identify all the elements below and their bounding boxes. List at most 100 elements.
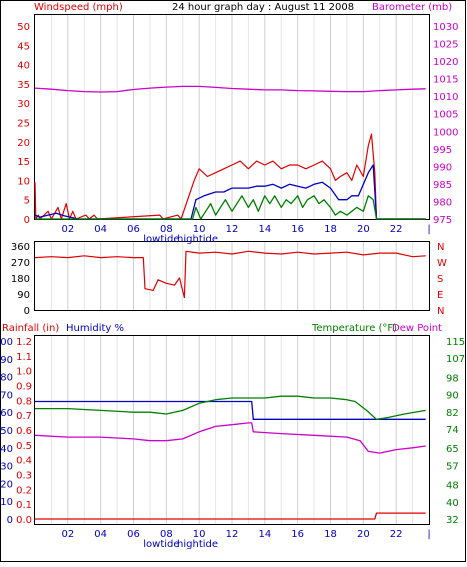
x-tick-label: 18 bbox=[324, 529, 337, 540]
wind-y-tick: 10 bbox=[17, 176, 30, 187]
series-wind-direction bbox=[34, 250, 426, 299]
hightide-label: hightide bbox=[177, 539, 218, 550]
rain-y-tick: 0.9 bbox=[16, 382, 32, 393]
temperature-y-tick: 32 bbox=[446, 515, 459, 526]
wind-y-tick: 0 bbox=[24, 215, 30, 226]
rain-y-tick: 0.5 bbox=[16, 441, 32, 452]
rain-y-tick: 1.0 bbox=[16, 367, 32, 378]
x-tick-label: 02 bbox=[61, 529, 74, 540]
barometer-y-tick: 1020 bbox=[433, 57, 458, 68]
x-tick-label: 16 bbox=[291, 224, 304, 235]
series-temperature bbox=[35, 395, 426, 420]
direction-y-tick: 270 bbox=[11, 258, 30, 269]
windspeed-axis-title: Windspeed (mph) bbox=[34, 2, 123, 13]
barometer-y-tick: 1010 bbox=[433, 92, 458, 103]
temperature-y-tick: 40 bbox=[446, 498, 459, 509]
humidity-y-tick: 10 bbox=[0, 497, 13, 508]
direction-y-tick: 0 bbox=[24, 306, 30, 317]
barometer-y-tick: 975 bbox=[433, 215, 452, 226]
barometer-y-tick: 1025 bbox=[433, 40, 458, 51]
temperature-y-tick: 82 bbox=[446, 408, 459, 419]
series-wind-gust bbox=[34, 133, 426, 220]
humidity-y-tick: 80 bbox=[0, 373, 13, 384]
x-tick-label: 04 bbox=[94, 529, 107, 540]
direction-letter: W bbox=[437, 258, 447, 269]
wind-y-tick: 15 bbox=[17, 157, 30, 168]
direction-y-tick: 90 bbox=[17, 290, 30, 301]
x-tick-label: 08 bbox=[160, 529, 173, 540]
x-tick-label: | bbox=[427, 529, 430, 540]
series-layer bbox=[34, 85, 426, 520]
wind-y-tick: 30 bbox=[17, 99, 30, 110]
humidity-y-tick: 0 bbox=[7, 515, 13, 526]
dewpoint-axis-title: Dew Point bbox=[392, 323, 442, 334]
x-tick-label: 22 bbox=[390, 529, 403, 540]
humidity-y-tick: 100 bbox=[0, 337, 13, 348]
wind-y-tick: 50 bbox=[17, 22, 30, 33]
direction-letter: E bbox=[437, 290, 443, 301]
x-tick-label: 20 bbox=[357, 529, 370, 540]
rain-y-tick: 0.6 bbox=[16, 426, 32, 437]
direction-letter: S bbox=[437, 274, 443, 285]
series-rainfall bbox=[35, 512, 426, 520]
rain-y-tick: 0.3 bbox=[16, 471, 32, 482]
temperature-y-tick: 90 bbox=[446, 391, 459, 402]
x-tick-label: 22 bbox=[390, 224, 403, 235]
rain-y-tick: 1.1 bbox=[16, 352, 32, 363]
wind-y-tick: 25 bbox=[17, 119, 30, 130]
rain-y-tick: 1.2 bbox=[16, 337, 32, 348]
series-wind-average bbox=[34, 164, 426, 220]
lowtide-label: lowtide bbox=[143, 539, 179, 550]
x-tick-label: 14 bbox=[258, 529, 271, 540]
x-tick-label: 12 bbox=[226, 224, 239, 235]
series-humidity bbox=[35, 400, 426, 420]
humidity-y-tick: 30 bbox=[0, 462, 13, 473]
direction-letter: N bbox=[437, 242, 444, 253]
humidity-y-tick: 40 bbox=[0, 444, 13, 455]
axis-labels: 0510152025303540455097598098599099510001… bbox=[0, 22, 465, 550]
x-tick-label: 06 bbox=[127, 224, 140, 235]
barometer-y-tick: 995 bbox=[433, 145, 452, 156]
direction-y-tick: 360 bbox=[11, 242, 30, 253]
humidity-y-tick: 20 bbox=[0, 479, 13, 490]
rain-y-tick: 0.0 bbox=[16, 515, 32, 526]
x-tick-label: 16 bbox=[291, 529, 304, 540]
rain-y-tick: 0.2 bbox=[16, 485, 32, 496]
rain-y-tick: 0.1 bbox=[16, 500, 32, 511]
barometer-axis-title: Barometer (mb) bbox=[372, 2, 452, 13]
lowtide-label: lowtide bbox=[143, 234, 179, 245]
x-tick-label: 18 bbox=[324, 224, 337, 235]
temperature-y-tick: 107 bbox=[446, 354, 465, 365]
barometer-y-tick: 1005 bbox=[433, 110, 458, 121]
rain-y-tick: 0.7 bbox=[16, 411, 32, 422]
humidity-axis-title: Humidity % bbox=[66, 323, 124, 334]
humidity-y-tick: 90 bbox=[0, 355, 13, 366]
temperature-y-tick: 115 bbox=[446, 337, 465, 348]
temperature-y-tick: 98 bbox=[446, 373, 459, 384]
rain-y-tick: 0.8 bbox=[16, 396, 32, 407]
x-tick-label: 08 bbox=[160, 224, 173, 235]
barometer-y-tick: 985 bbox=[433, 180, 452, 191]
temperature-y-tick: 65 bbox=[446, 444, 459, 455]
series-wind-low bbox=[35, 195, 426, 220]
barometer-y-tick: 1030 bbox=[433, 22, 458, 33]
x-tick-label: 20 bbox=[357, 224, 370, 235]
barometer-y-tick: 1000 bbox=[433, 127, 458, 138]
wind-y-tick: 5 bbox=[24, 196, 30, 207]
barometer-y-tick: 980 bbox=[433, 197, 452, 208]
barometer-y-tick: 990 bbox=[433, 162, 452, 173]
wind-y-tick: 35 bbox=[17, 80, 30, 91]
humidity-y-tick: 50 bbox=[0, 426, 13, 437]
x-tick-label: 02 bbox=[61, 224, 74, 235]
series-barometer bbox=[34, 85, 426, 93]
chart-title: 24 hour graph day : August 11 2008 bbox=[172, 2, 354, 13]
x-tick-label: | bbox=[427, 224, 430, 235]
hightide-label: hightide bbox=[177, 234, 218, 245]
x-tick-label: 06 bbox=[127, 529, 140, 540]
temperature-axis-title: Temperature (°F) bbox=[311, 323, 397, 334]
wind-y-tick: 20 bbox=[17, 138, 30, 149]
series-dew-point bbox=[34, 422, 426, 454]
vertical-gridlines bbox=[50, 15, 414, 524]
